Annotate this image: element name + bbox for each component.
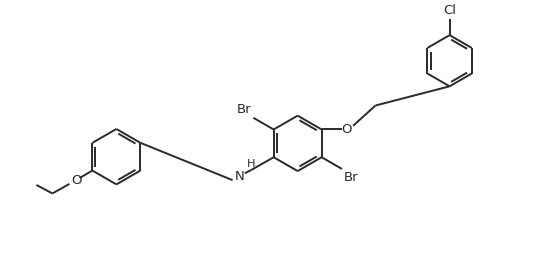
Text: Cl: Cl	[443, 4, 456, 17]
Text: Br: Br	[237, 103, 251, 116]
Text: Br: Br	[344, 171, 359, 184]
Text: O: O	[71, 174, 82, 187]
Text: H: H	[247, 160, 255, 169]
Text: O: O	[341, 123, 351, 136]
Text: N: N	[235, 170, 244, 183]
